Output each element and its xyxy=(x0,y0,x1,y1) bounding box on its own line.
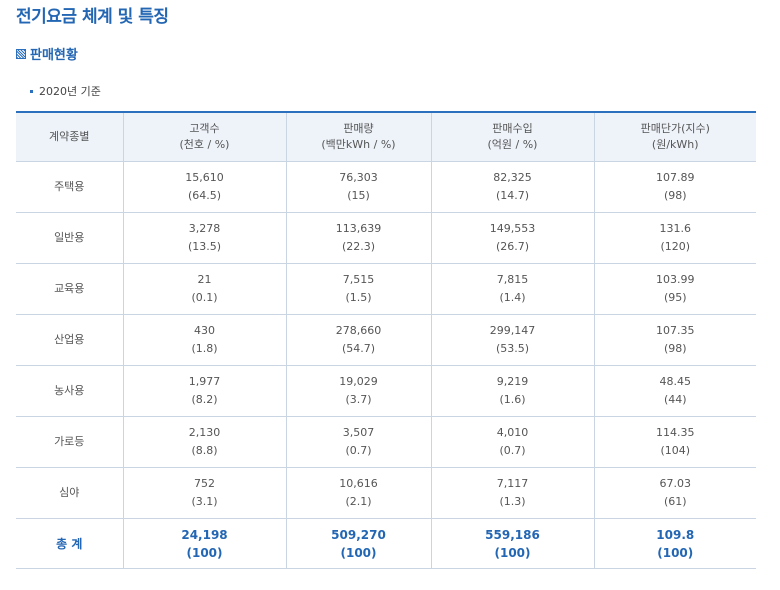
data-cell: 752 (3.1) xyxy=(122,467,287,519)
data-cell: 7,515 (1.5) xyxy=(285,263,432,315)
table-row: 심야 752 (3.1) 10,616 (2.1) 7,117 (1.3) 67.03… xyxy=(16,467,756,519)
data-cell: 3,278 (13.5) xyxy=(122,212,287,264)
data-cell: 21 (0.1) xyxy=(122,263,287,315)
total-cell: 559,186 (100) xyxy=(430,518,595,569)
section-title-text: 판매현황 xyxy=(30,48,78,63)
sales-table: 계약종별 고객수 (천호 / %) 판매량 (백만kWh / %) 판매수입 (억원 … xyxy=(16,111,756,569)
contract-type-cell: 일반용 xyxy=(16,212,124,264)
bullet-icon xyxy=(30,89,33,93)
data-cell: 82,325 (14.7) xyxy=(430,161,595,213)
table-total-row: 총 계 24,198 (100) 509,270 (100) 559,186 (100… xyxy=(16,518,756,569)
contract-type-cell: 산업용 xyxy=(16,314,124,366)
contract-type-cell: 교육용 xyxy=(16,263,124,315)
table-row: 교육용 21 (0.1) 7,515 (1.5) 7,815 (1.4) 103.99… xyxy=(16,263,756,315)
table-row: 가로등 2,130 (8.8) 3,507 (0.7) 4,010 (0.7) 114… xyxy=(16,416,756,468)
total-cell: 24,198 (100) xyxy=(122,518,287,569)
header-sales-volume: 판매량 (백만kWh / %) xyxy=(285,111,432,162)
table-row: 주택용 15,610 (64.5) 76,303 (15) 82,325 (14.7)… xyxy=(16,161,756,213)
page-title: 전기요금 체계 및 특징 xyxy=(16,7,169,27)
data-cell: 113,639 (22.3) xyxy=(285,212,432,264)
contract-type-cell: 심야 xyxy=(16,467,124,519)
table-row: 일반용 3,278 (13.5) 113,639 (22.3) 149,553 (26… xyxy=(16,212,756,264)
contract-type-cell: 농사용 xyxy=(16,365,124,417)
data-cell: 131.6 (120) xyxy=(593,212,756,264)
data-cell: 15,610 (64.5) xyxy=(122,161,287,213)
basis-note: 2020년 기준 xyxy=(30,83,101,99)
contract-type-cell: 가로등 xyxy=(16,416,124,468)
data-cell: 1,977 (8.2) xyxy=(122,365,287,417)
data-cell: 107.35 (98) xyxy=(593,314,756,366)
data-cell: 48.45 (44) xyxy=(593,365,756,417)
data-cell: 7,815 (1.4) xyxy=(430,263,595,315)
data-cell: 7,117 (1.3) xyxy=(430,467,595,519)
section-bullet-icon xyxy=(16,48,26,59)
table-row: 농사용 1,977 (8.2) 19,029 (3.7) 9,219 (1.6) 48… xyxy=(16,365,756,417)
data-cell: 19,029 (3.7) xyxy=(285,365,432,417)
data-cell: 76,303 (15) xyxy=(285,161,432,213)
basis-note-text: 2020년 기준 xyxy=(39,85,101,98)
header-unit-price: 판매단가(지수) (원/kWh) xyxy=(593,111,756,162)
total-label-cell: 총 계 xyxy=(16,518,124,569)
data-cell: 278,660 (54.7) xyxy=(285,314,432,366)
data-cell: 430 (1.8) xyxy=(122,314,287,366)
header-customers: 고객수 (천호 / %) xyxy=(122,111,287,162)
table-row: 산업용 430 (1.8) 278,660 (54.7) 299,147 (53.5)… xyxy=(16,314,756,366)
data-cell: 2,130 (8.8) xyxy=(122,416,287,468)
section-title: 판매현황 xyxy=(16,44,78,63)
data-cell: 103.99 (95) xyxy=(593,263,756,315)
data-cell: 9,219 (1.6) xyxy=(430,365,595,417)
header-contract-type: 계약종별 xyxy=(16,111,124,162)
header-sales-revenue: 판매수입 (억원 / %) xyxy=(430,111,595,162)
data-cell: 3,507 (0.7) xyxy=(285,416,432,468)
data-cell: 4,010 (0.7) xyxy=(430,416,595,468)
data-cell: 149,553 (26.7) xyxy=(430,212,595,264)
total-cell: 509,270 (100) xyxy=(285,518,432,569)
data-cell: 114.35 (104) xyxy=(593,416,756,468)
table-header-row: 계약종별 고객수 (천호 / %) 판매량 (백만kWh / %) 판매수입 (억원 … xyxy=(16,111,756,162)
data-cell: 10,616 (2.1) xyxy=(285,467,432,519)
data-cell: 299,147 (53.5) xyxy=(430,314,595,366)
total-cell: 109.8 (100) xyxy=(593,518,756,569)
data-cell: 107.89 (98) xyxy=(593,161,756,213)
contract-type-cell: 주택용 xyxy=(16,161,124,213)
data-cell: 67.03 (61) xyxy=(593,467,756,519)
